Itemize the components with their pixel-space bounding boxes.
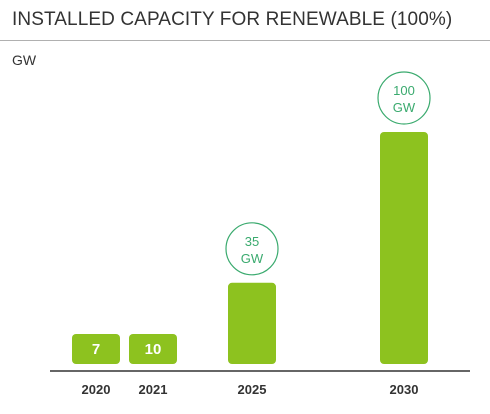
bar-value-label-2020: 7: [92, 341, 100, 358]
x-tick-label-2021: 2021: [139, 382, 168, 397]
callout-circle-2025: [225, 222, 279, 276]
bar-2030: [380, 132, 428, 364]
callout-unit-2030: GW: [393, 100, 416, 115]
x-tick-label-2025: 2025: [238, 382, 267, 397]
callout-circle-2030: [377, 71, 431, 125]
callout-value-2030: 100: [393, 83, 415, 98]
bar-2021: [129, 334, 177, 364]
title-divider: [0, 40, 490, 41]
bar-value-label-2021: 10: [145, 341, 162, 358]
bar-2020: [72, 334, 120, 364]
x-tick-label-2030: 2030: [390, 382, 419, 397]
callout-value-2025: 35: [245, 234, 259, 249]
bar-2025: [228, 282, 276, 364]
y-axis-unit-label: GW: [12, 52, 37, 68]
callout-unit-2025: GW: [241, 251, 264, 266]
x-tick-label-2020: 2020: [82, 382, 111, 397]
chart-title: INSTALLED CAPACITY FOR RENEWABLE (100%): [12, 9, 453, 30]
